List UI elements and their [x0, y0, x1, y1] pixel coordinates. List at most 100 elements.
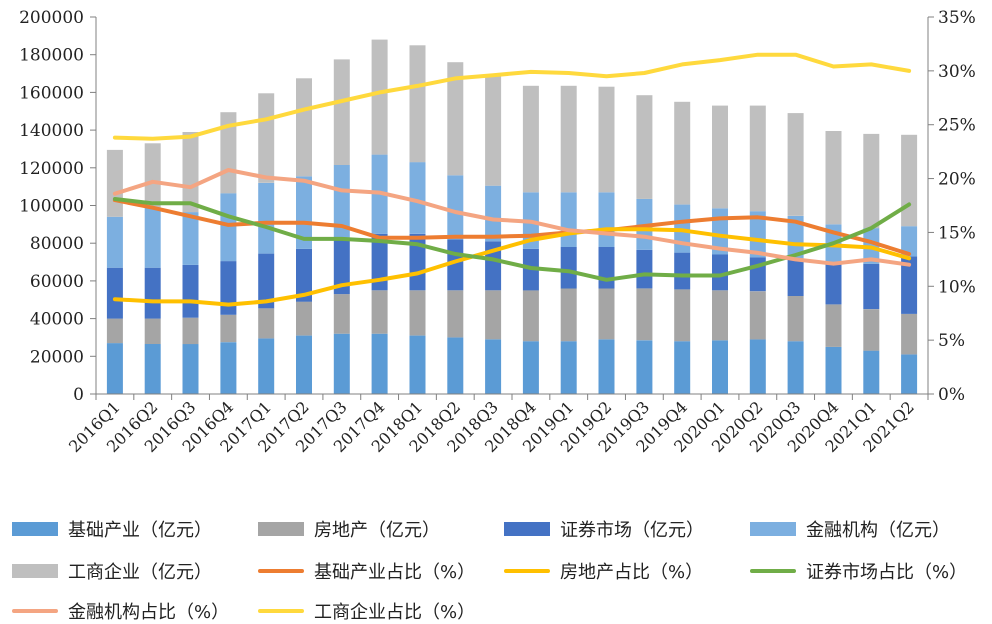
bar-segment [598, 247, 615, 289]
legend-swatch [504, 569, 550, 573]
bar-segment [220, 314, 237, 343]
y-left-tick-label: 80000 [30, 234, 84, 254]
bar-segment [749, 211, 766, 258]
bar-segment [901, 354, 918, 394]
bar-segment [825, 304, 842, 347]
bar-segment [258, 182, 275, 254]
bar-segment [258, 93, 275, 183]
legend-item-证券市场: 证券市场（亿元） [504, 516, 704, 542]
bar-segment [182, 344, 199, 394]
legend-swatch [258, 609, 304, 613]
y-right-tick-label: 15% [938, 223, 976, 243]
y-left-tick-label: 200000 [19, 8, 84, 28]
legend-swatch [12, 522, 58, 536]
bar-segment [598, 86, 615, 193]
bar-segment [901, 313, 918, 355]
y-right-tick-label: 0% [938, 385, 965, 405]
bar-segment [296, 176, 312, 249]
legend-label: 工商企业占比（%） [314, 602, 476, 623]
bar-segment [447, 290, 464, 338]
bar-segment [674, 101, 691, 205]
bar-segment [485, 290, 502, 340]
bar-segment [258, 338, 275, 394]
bar-segment [560, 85, 577, 193]
y-left-tick-label: 60000 [30, 272, 84, 292]
bar-segment [522, 85, 539, 193]
bar-segment [182, 132, 199, 213]
legend-label: 工商企业（亿元） [68, 562, 212, 583]
bar-segment [863, 133, 880, 229]
bar-segment [674, 289, 691, 342]
y-right-tick-label: 35% [938, 8, 976, 28]
bar-segment [863, 263, 880, 310]
bar-segment [220, 261, 237, 315]
bar-segment [106, 267, 123, 319]
legend-label: 基础产业（亿元） [68, 520, 212, 541]
bar-segment [636, 95, 653, 199]
bar-segment [333, 237, 350, 295]
bar-segment [333, 333, 350, 394]
legend-label: 证券市场（亿元） [560, 520, 704, 541]
y-left-tick-label: 180000 [19, 46, 84, 66]
bar-segment [409, 290, 426, 336]
bar-segment [409, 233, 426, 291]
bar-segment [106, 216, 123, 268]
bar-segment [598, 192, 615, 247]
bar-segment [560, 341, 577, 394]
bar-segment [749, 105, 766, 212]
bar-segment [560, 288, 577, 342]
y-right-tick-label: 20% [938, 170, 976, 190]
bar-segment [485, 75, 502, 186]
y-left-tick-label: 40000 [30, 310, 84, 330]
legend-item-金融机构: 金融机构（亿元） [750, 516, 950, 542]
bar-segment [485, 339, 502, 394]
legend-item-工商企业占比: 工商企业占比（%） [258, 598, 475, 624]
bar-segment [296, 301, 312, 336]
line-layer [112, 52, 912, 307]
y-left-tick-label: 120000 [19, 159, 84, 179]
bar-segment [106, 343, 123, 394]
bar-segment [144, 143, 161, 208]
bar-segment [522, 341, 539, 394]
y-left-tick-label: 0 [73, 385, 84, 405]
bar-segment [825, 131, 842, 225]
bar-segment [674, 341, 691, 394]
bar-segment [409, 45, 426, 163]
series-line [112, 227, 912, 307]
y-left-tick-label: 20000 [30, 347, 84, 367]
bar-segment [901, 134, 918, 227]
bar-segment [901, 256, 918, 314]
bar-segment [182, 317, 199, 345]
bar-segment [598, 339, 615, 394]
bar-segment [333, 294, 350, 334]
bar-segment [144, 344, 161, 394]
bar-segment [409, 335, 426, 394]
bar-segment [296, 78, 312, 177]
y-right-tick-label: 10% [938, 277, 976, 297]
bar-segment [712, 105, 728, 209]
y-right-tick-label: 5% [938, 331, 965, 351]
bar-segment [787, 296, 804, 342]
bar-segment [560, 247, 577, 289]
bar-segment [371, 333, 388, 394]
series-line [112, 198, 912, 256]
bar-segment [712, 290, 728, 341]
legend-swatch [12, 564, 58, 578]
bar-segment [825, 346, 842, 394]
legend-swatch [258, 569, 304, 573]
y-right-tick-label: 25% [938, 116, 976, 136]
y-left-tick-label: 140000 [19, 121, 84, 141]
bar-segment [787, 113, 804, 216]
bar-segment [409, 162, 426, 234]
bar-segment [447, 337, 464, 394]
bar-segment [296, 248, 312, 302]
legend-item-基础产业占比: 基础产业占比（%） [258, 558, 475, 584]
bar-segment [220, 342, 237, 394]
bar-segment [674, 252, 691, 290]
legend-swatch [12, 609, 58, 613]
bar-segment [144, 207, 161, 268]
legend-label: 房地产占比（%） [560, 562, 704, 583]
bar-segment [863, 309, 880, 351]
bar-segment [787, 258, 804, 296]
